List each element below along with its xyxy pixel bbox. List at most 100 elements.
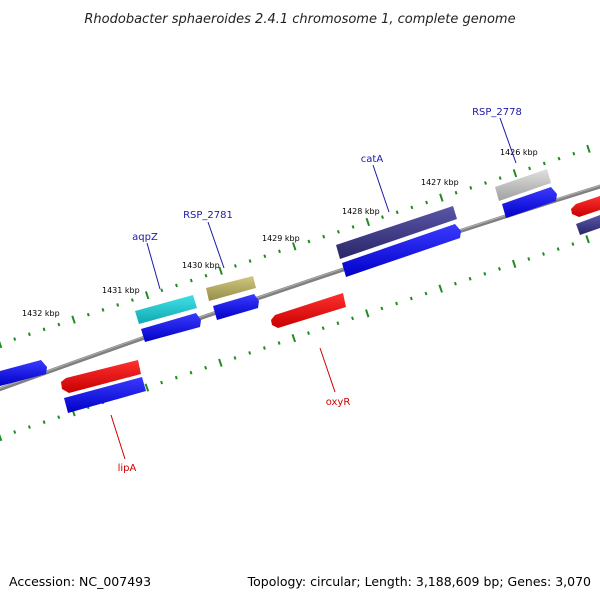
scale-major-tick: [511, 259, 517, 269]
scale-label: 1431 kbp: [102, 286, 140, 295]
scale-minor-tick: [425, 200, 429, 205]
gene-navy-edge[interactable]: [576, 215, 600, 235]
scale-minor-tick: [468, 276, 472, 281]
scale-minor-tick: [351, 225, 355, 229]
scale-minor-tick: [351, 316, 355, 321]
scale-minor-tick: [86, 312, 90, 317]
scale-label: 1426 kbp: [500, 148, 538, 157]
scale-minor-tick: [571, 242, 575, 246]
scale-minor-tick: [454, 190, 458, 195]
scale-minor-tick: [395, 210, 399, 215]
scale-minor-tick: [101, 307, 105, 312]
map-title: Rhodobacter sphaeroides 2.4.1 chromosome…: [84, 12, 515, 27]
scale-minor-tick: [277, 341, 281, 345]
gene-label-RSP_2778: RSP_2778: [472, 107, 522, 118]
scale-minor-tick: [57, 415, 61, 420]
scale-minor-tick: [498, 176, 502, 180]
topology-text: Topology: circular; Length: 3,188,609 bp…: [247, 574, 591, 589]
scale-minor-tick: [204, 273, 208, 278]
scale-major-tick: [292, 242, 297, 251]
scale-minor-tick: [572, 151, 576, 156]
scale-major-tick: [144, 291, 150, 300]
scale-label: 1432 kbp: [22, 309, 60, 318]
scale-minor-tick: [116, 303, 120, 307]
scale-minor-tick: [395, 301, 399, 306]
gene-aqpZ[interactable]: [135, 295, 197, 324]
scale-minor-tick: [174, 375, 178, 380]
scale-minor-tick: [322, 234, 326, 239]
scale-minor-tick: [336, 229, 340, 234]
scale-label: 1428 kbp: [342, 207, 380, 216]
gene-oxyR[interactable]: [271, 293, 346, 328]
gene-RSP_2781[interactable]: [206, 276, 256, 301]
scale-minor-tick: [204, 365, 208, 370]
scale-minor-tick: [262, 346, 266, 350]
gene-lipA[interactable]: [61, 360, 141, 393]
scale-minor-tick: [542, 252, 545, 256]
scale-minor-tick: [233, 264, 237, 268]
scale-major-tick: [218, 266, 223, 275]
label-leader-line: [372, 164, 390, 213]
scale-major-tick: [0, 433, 3, 442]
scale-minor-tick: [27, 425, 31, 429]
gene-catA[interactable]: [336, 206, 457, 259]
scale-minor-tick: [321, 326, 325, 331]
reverse-scale-track: [0, 235, 590, 442]
gene-label-lipA: lipA: [118, 463, 137, 474]
scale-label: 1427 kbp: [421, 178, 459, 187]
scale-major-tick: [71, 315, 76, 324]
scale-minor-tick: [13, 430, 17, 434]
scale-minor-tick: [248, 351, 252, 355]
scale-label: 1429 kbp: [262, 234, 300, 243]
scale-minor-tick: [160, 288, 164, 293]
scale-minor-tick: [263, 254, 267, 259]
cds-feature[interactable]: [213, 294, 259, 320]
scale-major-tick: [439, 193, 444, 202]
scale-minor-tick: [189, 370, 193, 375]
scale-minor-tick: [527, 257, 531, 261]
scale-minor-tick: [410, 205, 414, 210]
label-leader-line: [146, 242, 161, 290]
scale-minor-tick: [557, 156, 561, 161]
scale-label: 1430 kbp: [182, 261, 220, 270]
scale-major-tick: [0, 340, 3, 349]
scale-minor-tick: [469, 185, 473, 190]
scale-major-tick: [512, 169, 518, 178]
cds-feature[interactable]: [342, 224, 461, 277]
cds-feature[interactable]: [0, 360, 47, 386]
scale-minor-tick: [233, 356, 237, 360]
scale-minor-tick: [424, 291, 428, 296]
scale-minor-tick: [248, 259, 252, 263]
scale-minor-tick: [484, 181, 487, 185]
scale-minor-tick: [57, 322, 61, 327]
label-leader-line: [110, 414, 126, 460]
scale-minor-tick: [13, 337, 17, 341]
scale-major-tick: [291, 333, 297, 343]
gene-label-oxyR: oxyR: [326, 397, 351, 408]
cds-feature[interactable]: [64, 377, 146, 413]
scale-major-tick: [365, 309, 370, 318]
scale-minor-tick: [556, 247, 560, 251]
scale-minor-tick: [336, 321, 340, 326]
cds-feature[interactable]: [141, 313, 201, 342]
scale-major-tick: [144, 383, 150, 392]
scale-major-tick: [218, 358, 223, 367]
scale-minor-tick: [175, 283, 178, 288]
scale-minor-tick: [453, 281, 457, 286]
cds-feature[interactable]: [502, 187, 557, 218]
scale-minor-tick: [542, 161, 546, 166]
gene-RSP_2778[interactable]: [495, 169, 551, 201]
scale-minor-tick: [160, 380, 164, 385]
gene-red-edge[interactable]: [571, 196, 600, 217]
scale-minor-tick: [483, 271, 487, 276]
scale-major-tick: [438, 284, 443, 293]
label-leader-line: [499, 117, 517, 164]
scale-minor-tick: [409, 296, 413, 301]
label-leader-line: [319, 347, 336, 393]
scale-minor-tick: [497, 266, 501, 271]
scale-minor-tick: [130, 298, 134, 302]
forward-scale-track: [0, 144, 591, 349]
scale-minor-tick: [42, 420, 46, 425]
scale-minor-tick: [42, 327, 46, 332]
